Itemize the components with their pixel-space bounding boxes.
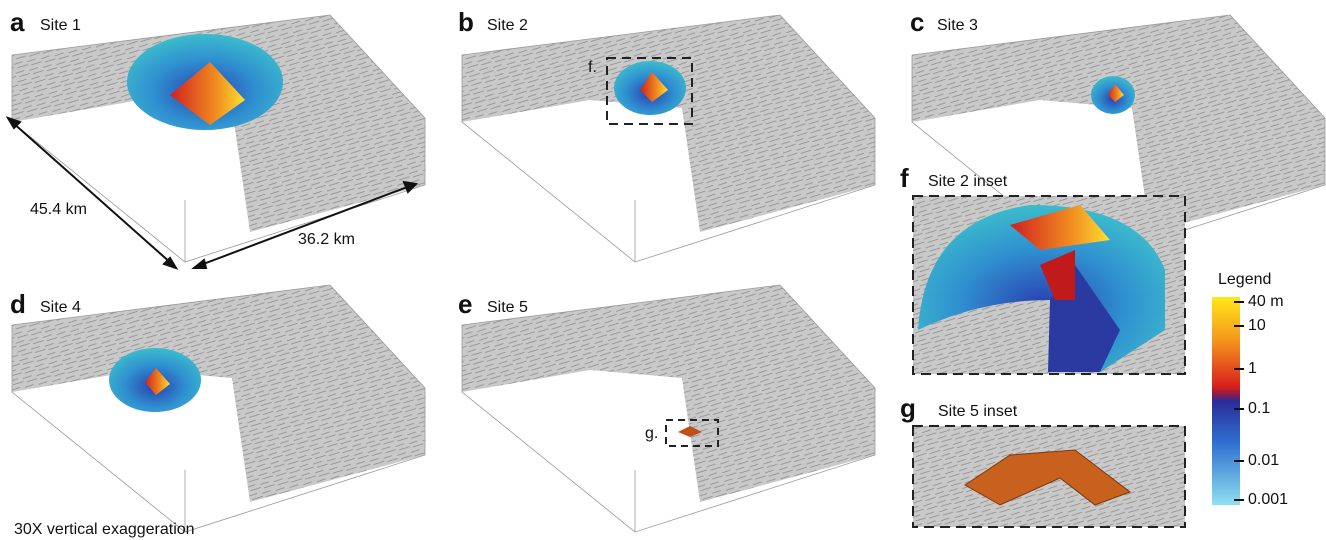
colorbar bbox=[1212, 297, 1240, 505]
panel-letter: e bbox=[458, 289, 472, 319]
panel-label: Site 2 bbox=[487, 17, 528, 34]
panel-label: Site 3 bbox=[937, 17, 978, 34]
panel-label: Site 2 inset bbox=[928, 173, 1008, 190]
marker-label: f. bbox=[588, 59, 597, 76]
panel-letter: c bbox=[910, 7, 924, 37]
note: 30X vertical exaggeration bbox=[14, 521, 195, 538]
plume bbox=[109, 34, 1135, 437]
panel-label: Site 5 inset bbox=[938, 403, 1018, 420]
panel-label: Site 4 bbox=[40, 299, 81, 316]
inset-image bbox=[913, 196, 1185, 374]
panel-letter: a bbox=[10, 7, 25, 37]
panel-letter: f bbox=[900, 163, 909, 193]
legend-tick: 40 m bbox=[1248, 293, 1284, 310]
legend-tick: 0.01 bbox=[1248, 452, 1279, 469]
block bbox=[461, 284, 876, 533]
legend-tick: 0.001 bbox=[1248, 491, 1288, 508]
panel-letter: d bbox=[10, 289, 26, 319]
marker-label: g. bbox=[645, 425, 658, 442]
legend-title: Legend bbox=[1218, 271, 1271, 288]
dimension-label: 45.4 km bbox=[30, 201, 87, 218]
panel-label: Site 1 bbox=[40, 17, 81, 34]
legend-tick: 1 bbox=[1248, 360, 1257, 377]
inset-image bbox=[913, 426, 1185, 527]
panel-letter: b bbox=[458, 7, 474, 37]
colorbar-ticks bbox=[1234, 301, 1244, 501]
inset-marker bbox=[665, 419, 719, 447]
dimension-label: 36.2 km bbox=[298, 231, 355, 248]
dimension-arrows bbox=[5, 116, 419, 270]
legend-tick: 10 bbox=[1248, 317, 1266, 334]
panel-letter: g bbox=[900, 393, 916, 423]
inset-frame bbox=[912, 195, 1186, 375]
legend-tick: 0.1 bbox=[1248, 400, 1270, 417]
inset-frame bbox=[912, 425, 1186, 528]
block bbox=[461, 14, 876, 263]
block bbox=[11, 284, 426, 533]
panel-label: Site 5 bbox=[487, 299, 528, 316]
